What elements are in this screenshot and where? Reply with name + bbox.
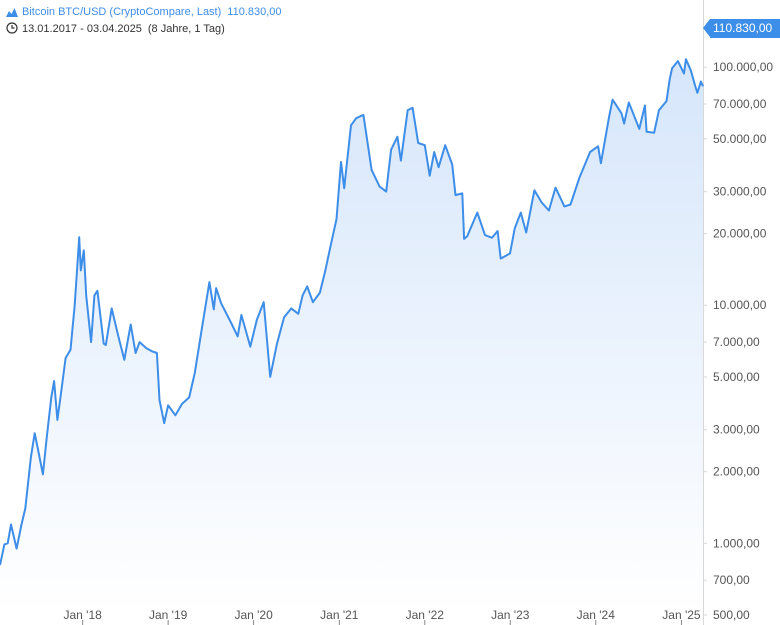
y-tick-label: 50.000,00 [713,132,767,146]
clock-icon [6,22,18,34]
y-tick-label: 100.000,00 [713,60,773,74]
x-tick-label: Jan '20 [234,608,273,622]
x-tick-label: Jan '25 [662,608,701,622]
date-range: 13.01.2017 - 03.04.2025 [22,23,142,35]
y-tick-label: 1.000,00 [713,536,760,550]
period-label: (8 Jahre, 1 Tag) [147,23,225,35]
x-tick-label: Jan '18 [64,608,103,622]
last-price-badge: 110.830,00 [703,19,780,38]
y-tick-label: 3.000,00 [713,423,760,437]
mountain-chart-icon [6,8,18,17]
x-tick-label: Jan '22 [406,608,445,622]
price-series-line[interactable] [0,58,704,566]
chart-header-range: 13.01.2017 - 03.04.2025 (8 Jahre, 1 Tag) [6,22,225,35]
x-tick-label: Jan '19 [149,608,188,622]
last-value: 110.830,00 [227,6,282,18]
last-price-label: 110.830,00 [710,19,780,38]
chart-header-title: Bitcoin BTC/USD (CryptoCompare, Last) 110… [6,6,282,18]
y-tick-label: 30.000,00 [713,185,767,199]
y-tick-label: 500,00 [713,608,750,622]
instrument-name: Bitcoin BTC/USD (CryptoCompare, Last) [22,6,222,18]
y-tick-label: 7.000,00 [713,335,760,349]
y-tick-label: 10.000,00 [713,298,767,312]
x-tick-label: Jan '23 [491,608,530,622]
x-tick-label: Jan '21 [320,608,359,622]
x-tick-label: Jan '24 [577,608,616,622]
price-area-fill [0,59,703,615]
badge-pointer [703,19,710,37]
y-tick-label: 5.000,00 [713,370,760,384]
y-tick-label: 700,00 [713,573,750,587]
y-tick-label: 2.000,00 [713,465,760,479]
y-tick-label: 20.000,00 [713,227,767,241]
y-tick-label: 70.000,00 [713,97,767,111]
